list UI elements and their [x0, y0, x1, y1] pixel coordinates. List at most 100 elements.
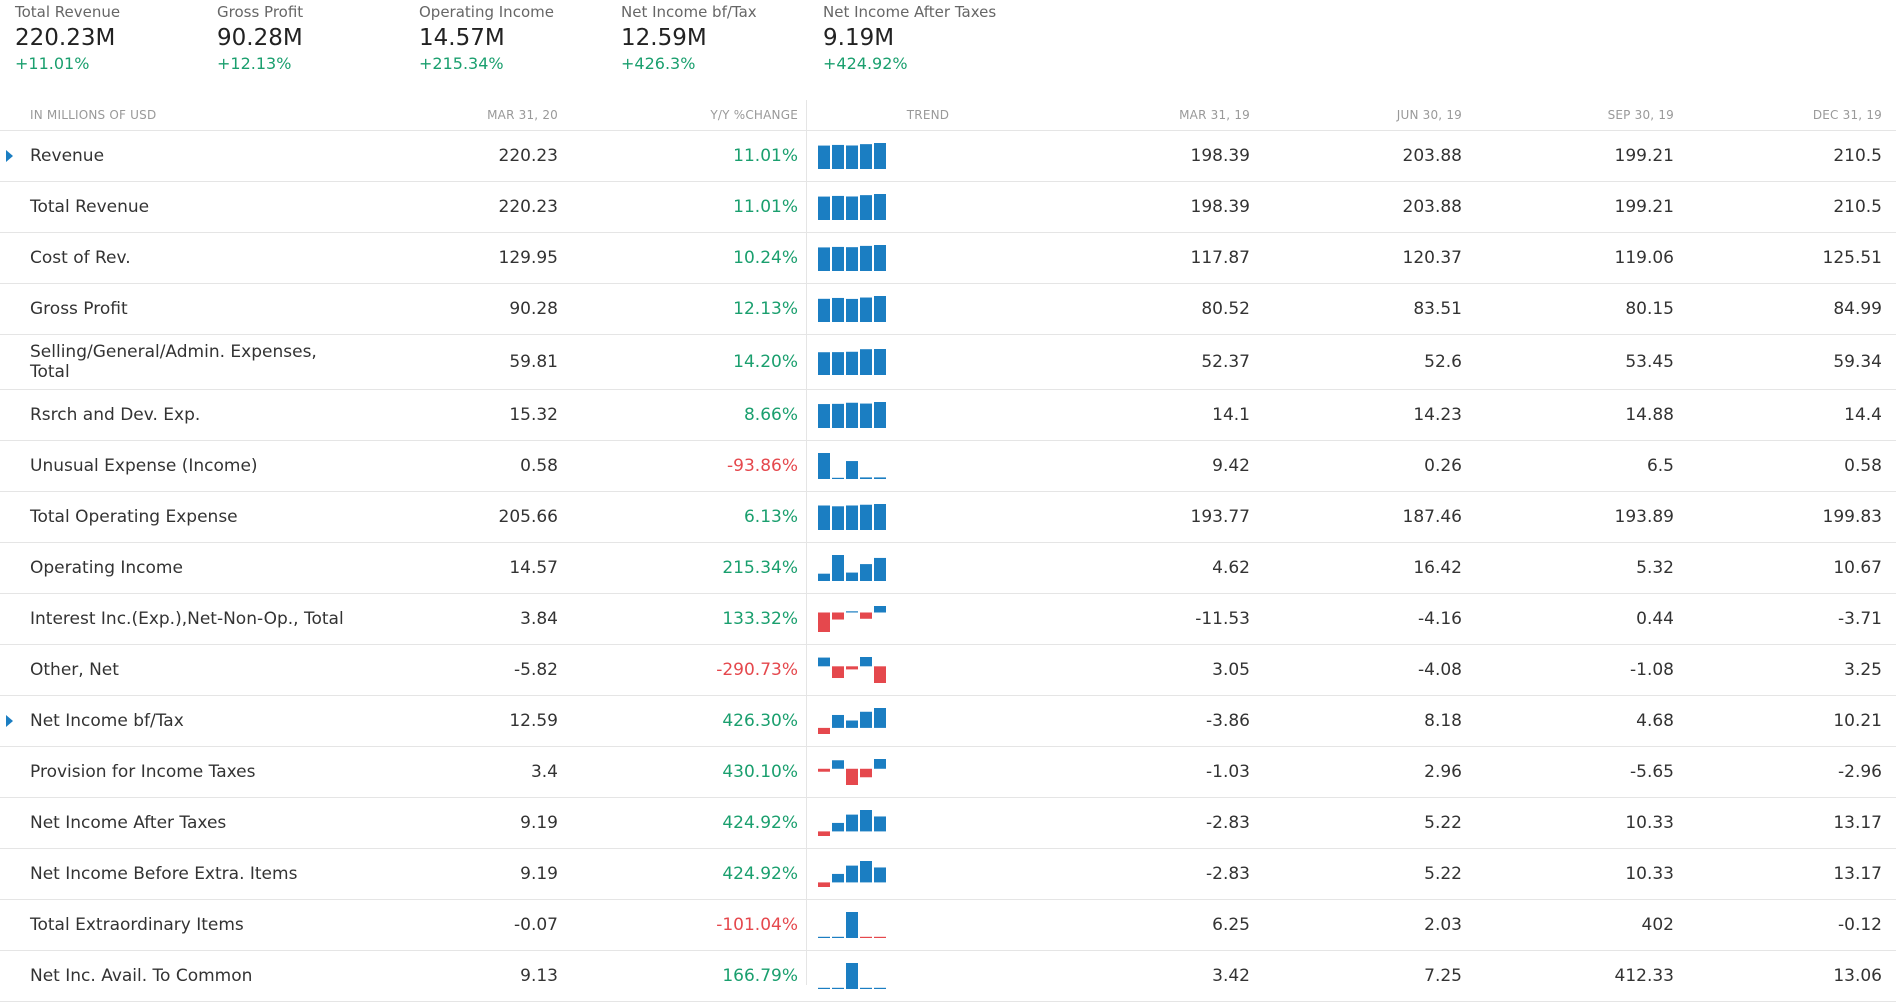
- row-label: Net Income Before Extra. Items: [30, 864, 298, 884]
- metric-label: Operating Income: [419, 3, 554, 21]
- cell-dec19: 13.17: [1833, 813, 1882, 833]
- expand-arrow-icon[interactable]: [6, 150, 13, 162]
- expand-arrow-icon[interactable]: [6, 715, 13, 727]
- trend-sparkline: [818, 555, 886, 581]
- cell-mar20: 14.57: [509, 558, 558, 578]
- cell-sep19: 6.5: [1646, 456, 1674, 476]
- header-yy-change[interactable]: Y/Y %CHANGE: [710, 108, 798, 122]
- trend-bar: [818, 298, 830, 322]
- trend-bar: [860, 936, 872, 938]
- trend-bar: [818, 936, 830, 938]
- cell-mar19: -11.53: [1195, 609, 1250, 629]
- table-row: Unusual Expense (Income) 0.58 -93.86% 9.42 0…: [0, 441, 1896, 492]
- trend-bar: [818, 573, 830, 581]
- cell-sep19: 402: [1641, 915, 1674, 935]
- trend-bar: [860, 504, 872, 530]
- trend-bar: [846, 814, 858, 832]
- trend-bar: [860, 612, 872, 619]
- trend-bar: [846, 865, 858, 883]
- header-sep19[interactable]: SEP 30, 19: [1607, 108, 1674, 122]
- trend-cell: [818, 233, 888, 283]
- header-mar20[interactable]: MAR 31, 20: [487, 108, 558, 122]
- cell-mar20: 9.19: [520, 864, 558, 884]
- header-jun19[interactable]: JUN 30, 19: [1396, 108, 1462, 122]
- trend-bar: [860, 144, 872, 169]
- trend-bar: [860, 810, 872, 832]
- cell-yy: 6.13%: [743, 507, 798, 527]
- trend-bar: [846, 720, 858, 728]
- cell-jun19: -4.16: [1418, 609, 1462, 629]
- trend-cell: [818, 951, 888, 1001]
- summary-metrics: Total Revenue 220.23M +11.01% Gross Prof…: [0, 0, 1896, 73]
- trend-bar: [818, 612, 830, 632]
- trend-bar: [860, 987, 872, 989]
- trend-bar: [860, 861, 872, 883]
- cell-sep19: 80.15: [1625, 299, 1674, 319]
- cell-jun19: 5.22: [1424, 864, 1462, 884]
- cell-dec19: 10.67: [1833, 558, 1882, 578]
- trend-bar: [874, 987, 886, 989]
- trend-bar: [874, 666, 886, 683]
- trend-bar: [860, 297, 872, 322]
- trend-bar: [846, 298, 858, 322]
- cell-dec19: 210.5: [1833, 146, 1882, 166]
- header-mar19[interactable]: MAR 31, 19: [1179, 108, 1250, 122]
- metric-net-income-bf-tax: Net Income bf/Tax 12.59M +426.3%: [621, 0, 757, 76]
- cell-jun19: 7.25: [1424, 966, 1462, 986]
- trend-sparkline: [818, 402, 886, 428]
- cell-yy: 11.01%: [733, 197, 798, 217]
- trend-bar: [832, 506, 844, 530]
- table-row: Provision for Income Taxes 3.4 430.10% -1.0…: [0, 747, 1896, 798]
- trend-sparkline: [818, 504, 886, 530]
- metric-net-income-after-taxes: Net Income After Taxes 9.19M +424.92%: [823, 0, 996, 76]
- trend-bar: [832, 352, 844, 375]
- cell-mar19: -3.86: [1206, 711, 1250, 731]
- cell-dec19: 14.4: [1844, 405, 1882, 425]
- trend-bar: [832, 144, 844, 169]
- header-dec19[interactable]: DEC 31, 19: [1812, 108, 1882, 122]
- cell-jun19: 120.37: [1402, 248, 1462, 268]
- table-row[interactable]: Revenue 220.23 11.01% 198.39 203.88 199.21 210…: [0, 131, 1896, 182]
- row-label: Rsrch and Dev. Exp.: [30, 405, 201, 425]
- trend-sparkline: [818, 708, 886, 734]
- cell-mar20: -0.07: [514, 915, 558, 935]
- trend-sparkline: [818, 349, 886, 375]
- cell-mar20: -5.82: [514, 660, 558, 680]
- row-label: Cost of Rev.: [30, 248, 131, 268]
- cell-mar19: 52.37: [1201, 352, 1250, 372]
- trend-bar: [832, 987, 844, 989]
- cell-dec19: 199.83: [1822, 507, 1882, 527]
- trend-bar: [846, 505, 858, 530]
- cell-mar20: 3.4: [530, 762, 558, 782]
- trend-bar: [860, 477, 872, 479]
- trend-bar: [874, 606, 886, 613]
- row-label: Total Revenue: [30, 197, 150, 217]
- cell-mar19: 4.62: [1212, 558, 1250, 578]
- row-label: Net Inc. Avail. To Common: [30, 966, 253, 986]
- trend-sparkline: [818, 861, 886, 887]
- table-row: Gross Profit 90.28 12.13% 80.52 83.51 80.15 84…: [0, 284, 1896, 335]
- trend-cell: [818, 849, 888, 899]
- trend-bar: [860, 245, 872, 271]
- cell-yy: 11.01%: [733, 146, 798, 166]
- row-label: Total Operating Expense: [30, 507, 238, 527]
- trend-bar: [874, 759, 886, 769]
- trend-bar: [846, 572, 858, 581]
- trend-cell: [818, 747, 888, 797]
- cell-dec19: 125.51: [1822, 248, 1882, 268]
- table-row: Total Extraordinary Items -0.07 -101.04% 6.…: [0, 900, 1896, 951]
- trend-bar: [832, 714, 844, 728]
- table-row: Net Income After Taxes 9.19 424.92% -2.83 5.…: [0, 798, 1896, 849]
- cell-jun19: 14.23: [1413, 405, 1462, 425]
- trend-bar: [832, 477, 844, 479]
- cell-sep19: 5.32: [1636, 558, 1674, 578]
- trend-bar: [818, 247, 830, 271]
- table-row[interactable]: Net Income bf/Tax 12.59 426.30% -3.86 8.18 4.…: [0, 696, 1896, 747]
- table-row: Net Income Before Extra. Items 9.19 424.92…: [0, 849, 1896, 900]
- cell-jun19: 2.03: [1424, 915, 1462, 935]
- trend-sparkline: [818, 810, 886, 836]
- trend-bar: [818, 505, 830, 530]
- trend-sparkline: [818, 912, 886, 938]
- cell-mar19: 198.39: [1190, 146, 1250, 166]
- trend-bar: [874, 477, 886, 479]
